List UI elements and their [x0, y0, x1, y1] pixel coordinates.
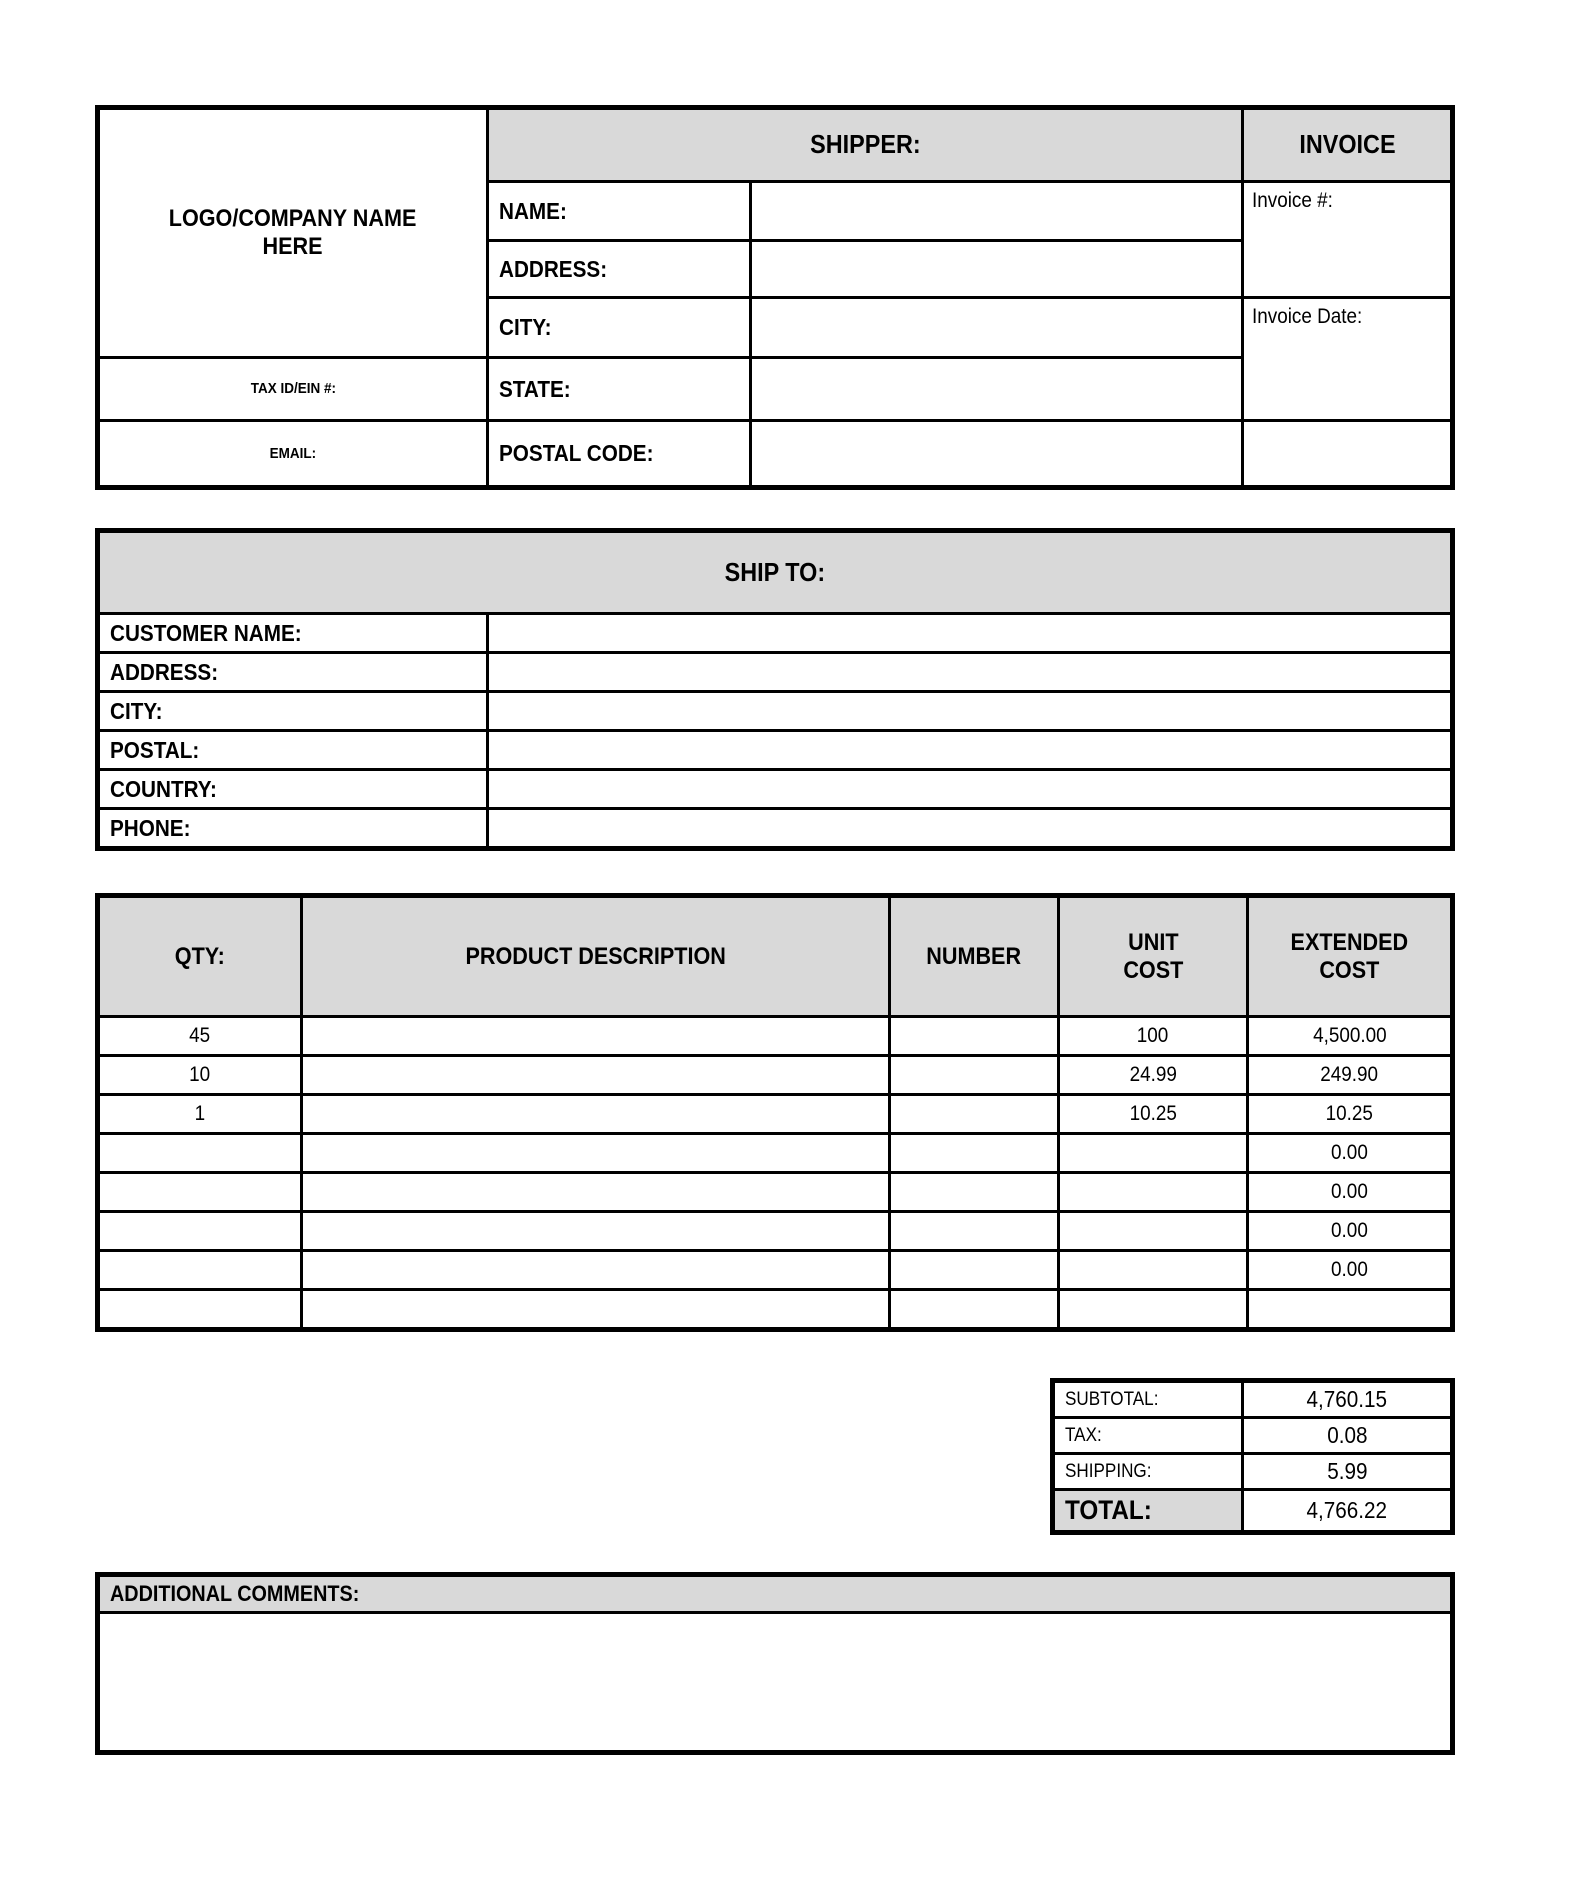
email-label: EMAIL:: [100, 422, 486, 485]
shipper-city-input[interactable]: [752, 299, 1241, 356]
shipper-city-label: CITY:: [489, 299, 749, 356]
shipper-address-input[interactable]: [752, 242, 1241, 296]
shipper-state-label: STATE:: [489, 359, 749, 419]
shipping-value[interactable]: 5.99: [1244, 1455, 1450, 1488]
item-qty-cell[interactable]: [100, 1135, 300, 1171]
tax-value[interactable]: 0.08: [1244, 1419, 1450, 1452]
item-unit-cost-cell[interactable]: [1060, 1135, 1246, 1171]
comments-section: ADDITIONAL COMMENTS:: [95, 1572, 1455, 1755]
shipper-name-input[interactable]: [752, 183, 1241, 239]
item-number-cell[interactable]: [891, 1135, 1057, 1171]
invoice-date-field[interactable]: Invoice Date:: [1244, 299, 1450, 419]
company-logo-cell: LOGO/COMPANY NAME HERE: [100, 110, 486, 356]
item-unit-cost-cell[interactable]: 100: [1060, 1018, 1246, 1054]
tax-label: TAX:: [1055, 1419, 1241, 1452]
customer-city-label: CITY:: [100, 693, 486, 729]
items-header-unit-cost: UNIT COST: [1060, 898, 1246, 1015]
item-unit-cost-cell[interactable]: [1060, 1252, 1246, 1288]
customer-phone-input[interactable]: [489, 810, 1450, 846]
item-unit-cost-cell[interactable]: [1060, 1174, 1246, 1210]
item-unit-cost-cell[interactable]: [1060, 1291, 1246, 1327]
customer-postal-label: POSTAL:: [100, 732, 486, 768]
comments-header: ADDITIONAL COMMENTS:: [100, 1577, 1450, 1611]
item-number-cell[interactable]: [891, 1252, 1057, 1288]
item-description-cell[interactable]: [303, 1135, 888, 1171]
item-number-cell[interactable]: [891, 1018, 1057, 1054]
item-qty-cell[interactable]: 45: [100, 1018, 300, 1054]
items-header-extended-cost: EXTENDED COST: [1249, 898, 1450, 1015]
item-extended-cost-cell: 4,500.00: [1249, 1018, 1450, 1054]
item-extended-cost-cell: [1249, 1291, 1450, 1327]
item-description-cell[interactable]: [303, 1057, 888, 1093]
item-extended-cost-cell: 249.90: [1249, 1057, 1450, 1093]
ship-to-table: SHIP TO: CUSTOMER NAME: ADDRESS: CITY: P…: [95, 528, 1455, 851]
shipper-address-label: ADDRESS:: [489, 242, 749, 296]
customer-name-label: CUSTOMER NAME:: [100, 615, 486, 651]
shipper-postal-label: POSTAL CODE:: [489, 422, 749, 485]
item-description-cell[interactable]: [303, 1252, 888, 1288]
item-description-cell[interactable]: [303, 1174, 888, 1210]
comments-body-input[interactable]: [100, 1614, 1450, 1750]
customer-name-input[interactable]: [489, 615, 1450, 651]
item-qty-cell[interactable]: [100, 1174, 300, 1210]
invoice-empty-cell: [1244, 422, 1450, 485]
customer-city-input[interactable]: [489, 693, 1450, 729]
item-qty-cell[interactable]: [100, 1291, 300, 1327]
item-qty-cell[interactable]: [100, 1213, 300, 1249]
item-description-cell[interactable]: [303, 1018, 888, 1054]
customer-phone-label: PHONE:: [100, 810, 486, 846]
tax-id-label: TAX ID/EIN #:: [100, 359, 486, 419]
shipping-label: SHIPPING:: [1055, 1455, 1241, 1488]
customer-country-label: COUNTRY:: [100, 771, 486, 807]
item-number-cell[interactable]: [891, 1213, 1057, 1249]
item-qty-cell[interactable]: [100, 1252, 300, 1288]
customer-address-input[interactable]: [489, 654, 1450, 690]
customer-country-input[interactable]: [489, 771, 1450, 807]
item-extended-cost-cell: 10.25: [1249, 1096, 1450, 1132]
total-value: 4,766.22: [1244, 1491, 1450, 1530]
item-number-cell[interactable]: [891, 1291, 1057, 1327]
items-table: QTY: PRODUCT DESCRIPTION NUMBER UNIT COS…: [95, 893, 1455, 1332]
totals-table: SUBTOTAL: 4,760.15 TAX: 0.08 SHIPPING: 5…: [1050, 1378, 1455, 1535]
items-header-description: PRODUCT DESCRIPTION: [303, 898, 888, 1015]
item-unit-cost-cell[interactable]: 10.25: [1060, 1096, 1246, 1132]
invoice-header: INVOICE: [1244, 110, 1450, 180]
item-description-cell[interactable]: [303, 1291, 888, 1327]
item-extended-cost-cell: 0.00: [1249, 1135, 1450, 1171]
item-number-cell[interactable]: [891, 1174, 1057, 1210]
item-unit-cost-cell[interactable]: 24.99: [1060, 1057, 1246, 1093]
item-description-cell[interactable]: [303, 1096, 888, 1132]
item-description-cell[interactable]: [303, 1213, 888, 1249]
shipper-invoice-table: LOGO/COMPANY NAME HERE TAX ID/EIN #: EMA…: [95, 105, 1455, 490]
shipper-postal-input[interactable]: [752, 422, 1241, 485]
items-header-number: NUMBER: [891, 898, 1057, 1015]
item-unit-cost-cell[interactable]: [1060, 1213, 1246, 1249]
shipper-header: SHIPPER:: [489, 110, 1241, 180]
customer-postal-input[interactable]: [489, 732, 1450, 768]
item-number-cell[interactable]: [891, 1096, 1057, 1132]
item-extended-cost-cell: 0.00: [1249, 1174, 1450, 1210]
customer-address-label: ADDRESS:: [100, 654, 486, 690]
item-extended-cost-cell: 0.00: [1249, 1252, 1450, 1288]
invoice-number-field[interactable]: Invoice #:: [1244, 183, 1450, 296]
shipper-state-input[interactable]: [752, 359, 1241, 419]
item-qty-cell[interactable]: 10: [100, 1057, 300, 1093]
subtotal-label: SUBTOTAL:: [1055, 1383, 1241, 1416]
subtotal-value: 4,760.15: [1244, 1383, 1450, 1416]
total-label: TOTAL:: [1055, 1491, 1241, 1530]
item-extended-cost-cell: 0.00: [1249, 1213, 1450, 1249]
ship-to-header: SHIP TO:: [100, 533, 1450, 612]
item-number-cell[interactable]: [891, 1057, 1057, 1093]
items-header-qty: QTY:: [100, 898, 300, 1015]
item-qty-cell[interactable]: 1: [100, 1096, 300, 1132]
shipper-name-label: NAME:: [489, 183, 749, 239]
